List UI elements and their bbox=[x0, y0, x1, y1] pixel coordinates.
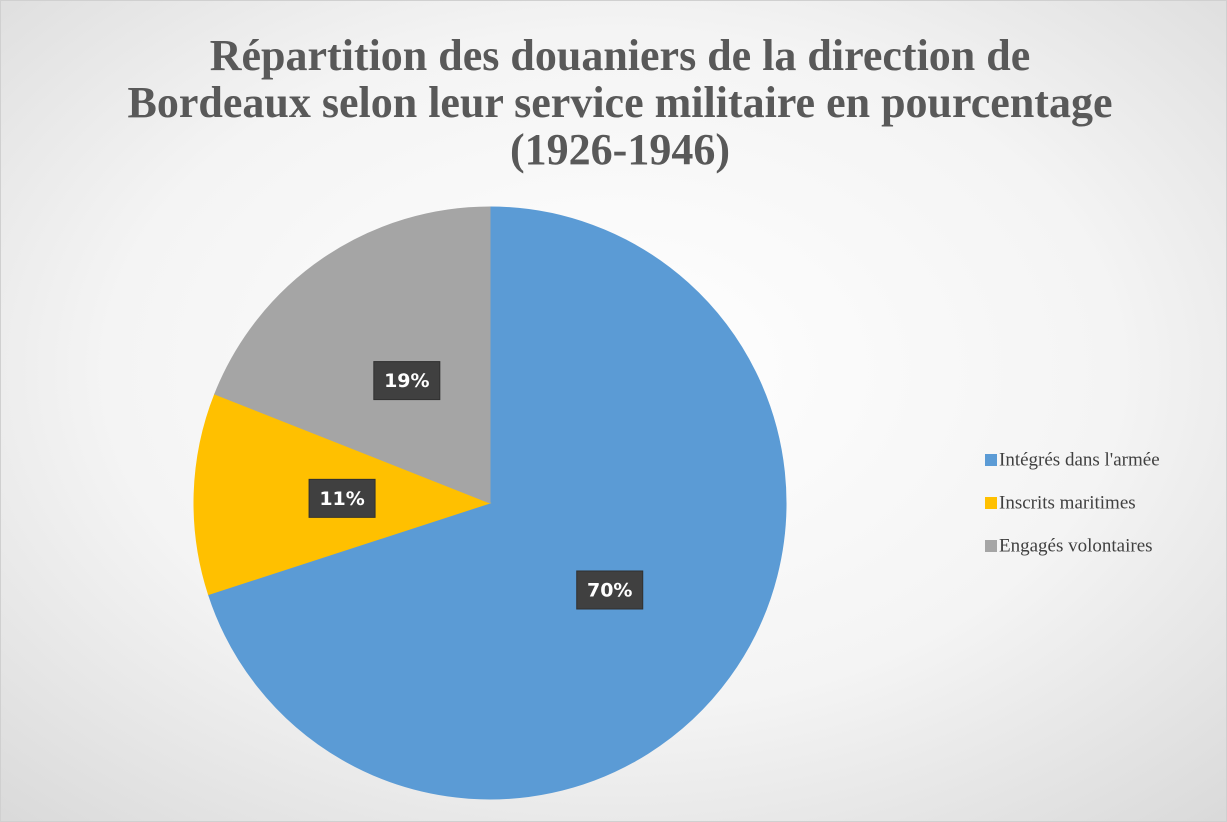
legend-swatch bbox=[985, 454, 997, 466]
data-label-box bbox=[373, 361, 441, 401]
legend-swatch bbox=[985, 540, 997, 552]
chart-title: Répartition des douaniers de la directio… bbox=[210, 31, 1031, 80]
legend-label: Intégrés dans l'armée bbox=[999, 449, 1160, 470]
data-label-box bbox=[308, 478, 376, 518]
legend-label: Engagés volontaires bbox=[999, 535, 1153, 556]
pie-slice bbox=[214, 206, 491, 504]
data-label: 19% bbox=[384, 370, 429, 392]
data-label: 11% bbox=[319, 488, 364, 510]
legend-label: Inscrits maritimes bbox=[999, 492, 1136, 513]
chart-title: Bordeaux selon leur service militaire en… bbox=[128, 78, 1113, 127]
legend-swatch bbox=[985, 497, 997, 509]
pie-slice bbox=[207, 206, 787, 800]
data-label-box bbox=[576, 570, 644, 610]
data-label: 70% bbox=[587, 579, 632, 601]
chart-title: (1926-1946) bbox=[510, 125, 730, 174]
